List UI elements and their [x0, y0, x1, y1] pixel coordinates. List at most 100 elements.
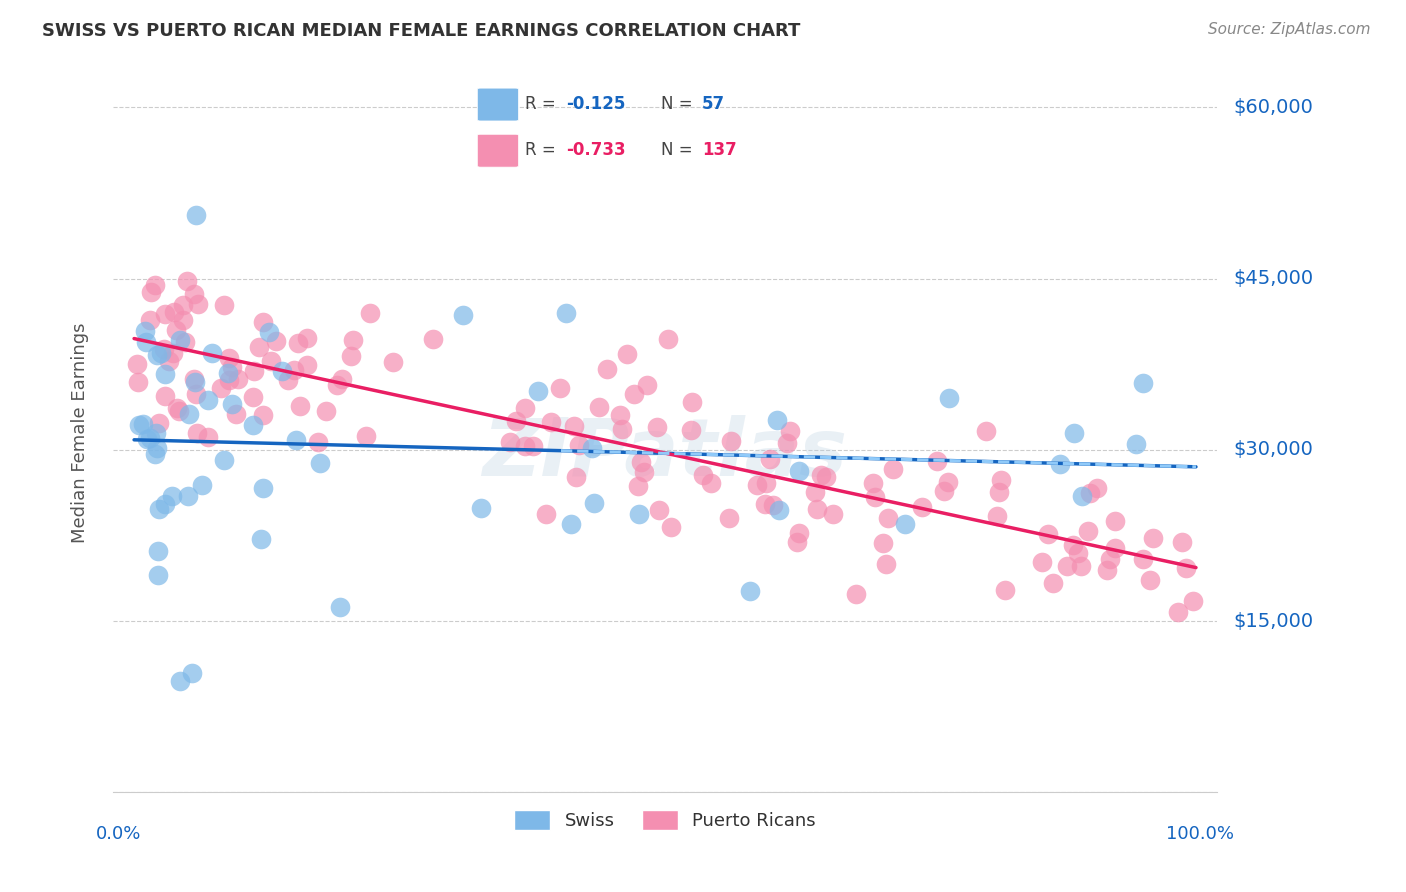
Point: [163, 304, 186, 318]
Point: [209, 382, 232, 396]
Point: [657, 332, 679, 346]
Point: [264, 334, 287, 349]
Point: [146, 348, 169, 362]
Point: [169, 673, 191, 688]
Text: $60,000: $60,000: [1234, 98, 1313, 117]
Point: [132, 417, 155, 431]
Point: [135, 334, 157, 349]
Point: [700, 475, 723, 490]
Point: [295, 358, 318, 372]
Point: [692, 467, 714, 482]
Point: [610, 421, 633, 435]
Point: [974, 424, 997, 438]
Point: [568, 438, 591, 452]
Point: [148, 544, 170, 558]
Point: [681, 423, 703, 437]
Text: 100.0%: 100.0%: [1166, 825, 1234, 843]
Point: [382, 354, 405, 368]
Point: [247, 340, 270, 354]
Point: [894, 517, 917, 532]
Point: [1067, 546, 1090, 560]
Text: -0.125: -0.125: [567, 95, 626, 112]
Point: [526, 384, 548, 399]
Text: Source: ZipAtlas.com: Source: ZipAtlas.com: [1208, 22, 1371, 37]
Point: [821, 507, 844, 521]
Point: [128, 418, 150, 433]
Point: [308, 456, 330, 470]
Point: [197, 430, 219, 444]
Point: [183, 376, 205, 390]
Text: -0.733: -0.733: [567, 141, 626, 159]
Point: [738, 584, 761, 599]
Point: [257, 326, 280, 340]
Point: [277, 373, 299, 387]
Point: [548, 381, 571, 395]
Text: 0.0%: 0.0%: [96, 825, 142, 843]
Point: [354, 429, 377, 443]
Point: [659, 520, 682, 534]
Point: [135, 432, 157, 446]
Point: [340, 349, 363, 363]
Point: [152, 342, 174, 356]
Text: 137: 137: [702, 141, 737, 159]
Point: [221, 359, 243, 374]
Point: [174, 335, 197, 350]
Point: [862, 475, 884, 490]
Point: [616, 347, 638, 361]
Point: [329, 599, 352, 614]
Point: [145, 425, 167, 440]
Point: [747, 478, 769, 492]
Point: [582, 496, 605, 510]
Point: [155, 497, 177, 511]
Point: [184, 387, 207, 401]
Point: [285, 434, 308, 448]
Point: [925, 454, 948, 468]
Text: N =: N =: [661, 95, 697, 112]
Point: [148, 502, 170, 516]
Point: [564, 469, 586, 483]
Point: [226, 372, 249, 386]
Point: [875, 557, 897, 571]
Point: [1170, 535, 1192, 549]
Point: [1097, 563, 1119, 577]
Point: [330, 372, 353, 386]
Point: [810, 467, 832, 482]
Point: [288, 399, 311, 413]
Point: [515, 401, 537, 415]
Point: [315, 404, 337, 418]
Point: [162, 345, 184, 359]
Point: [470, 501, 492, 516]
Point: [994, 582, 1017, 597]
Point: [540, 415, 562, 429]
Point: [882, 462, 904, 476]
Point: [499, 435, 522, 450]
Point: [260, 354, 283, 368]
Point: [359, 306, 381, 320]
Point: [1132, 552, 1154, 566]
Point: [252, 315, 274, 329]
Point: [242, 417, 264, 432]
Point: [681, 395, 703, 409]
Point: [588, 400, 610, 414]
Point: [165, 323, 187, 337]
Point: [187, 297, 209, 311]
Point: [1031, 555, 1053, 569]
Point: [146, 567, 169, 582]
Point: [754, 497, 776, 511]
Point: [766, 413, 789, 427]
Point: [863, 490, 886, 504]
Point: [153, 389, 176, 403]
Point: [169, 333, 191, 347]
Point: [287, 336, 309, 351]
Point: [325, 378, 347, 392]
Point: [283, 363, 305, 377]
Point: [609, 408, 631, 422]
Point: [172, 298, 194, 312]
Point: [645, 419, 668, 434]
Point: [630, 455, 652, 469]
Point: [623, 387, 645, 401]
Text: SWISS VS PUERTO RICAN MEDIAN FEMALE EARNINGS CORRELATION CHART: SWISS VS PUERTO RICAN MEDIAN FEMALE EARN…: [42, 22, 800, 40]
Text: 57: 57: [702, 95, 725, 112]
Point: [627, 508, 650, 522]
Point: [307, 435, 329, 450]
